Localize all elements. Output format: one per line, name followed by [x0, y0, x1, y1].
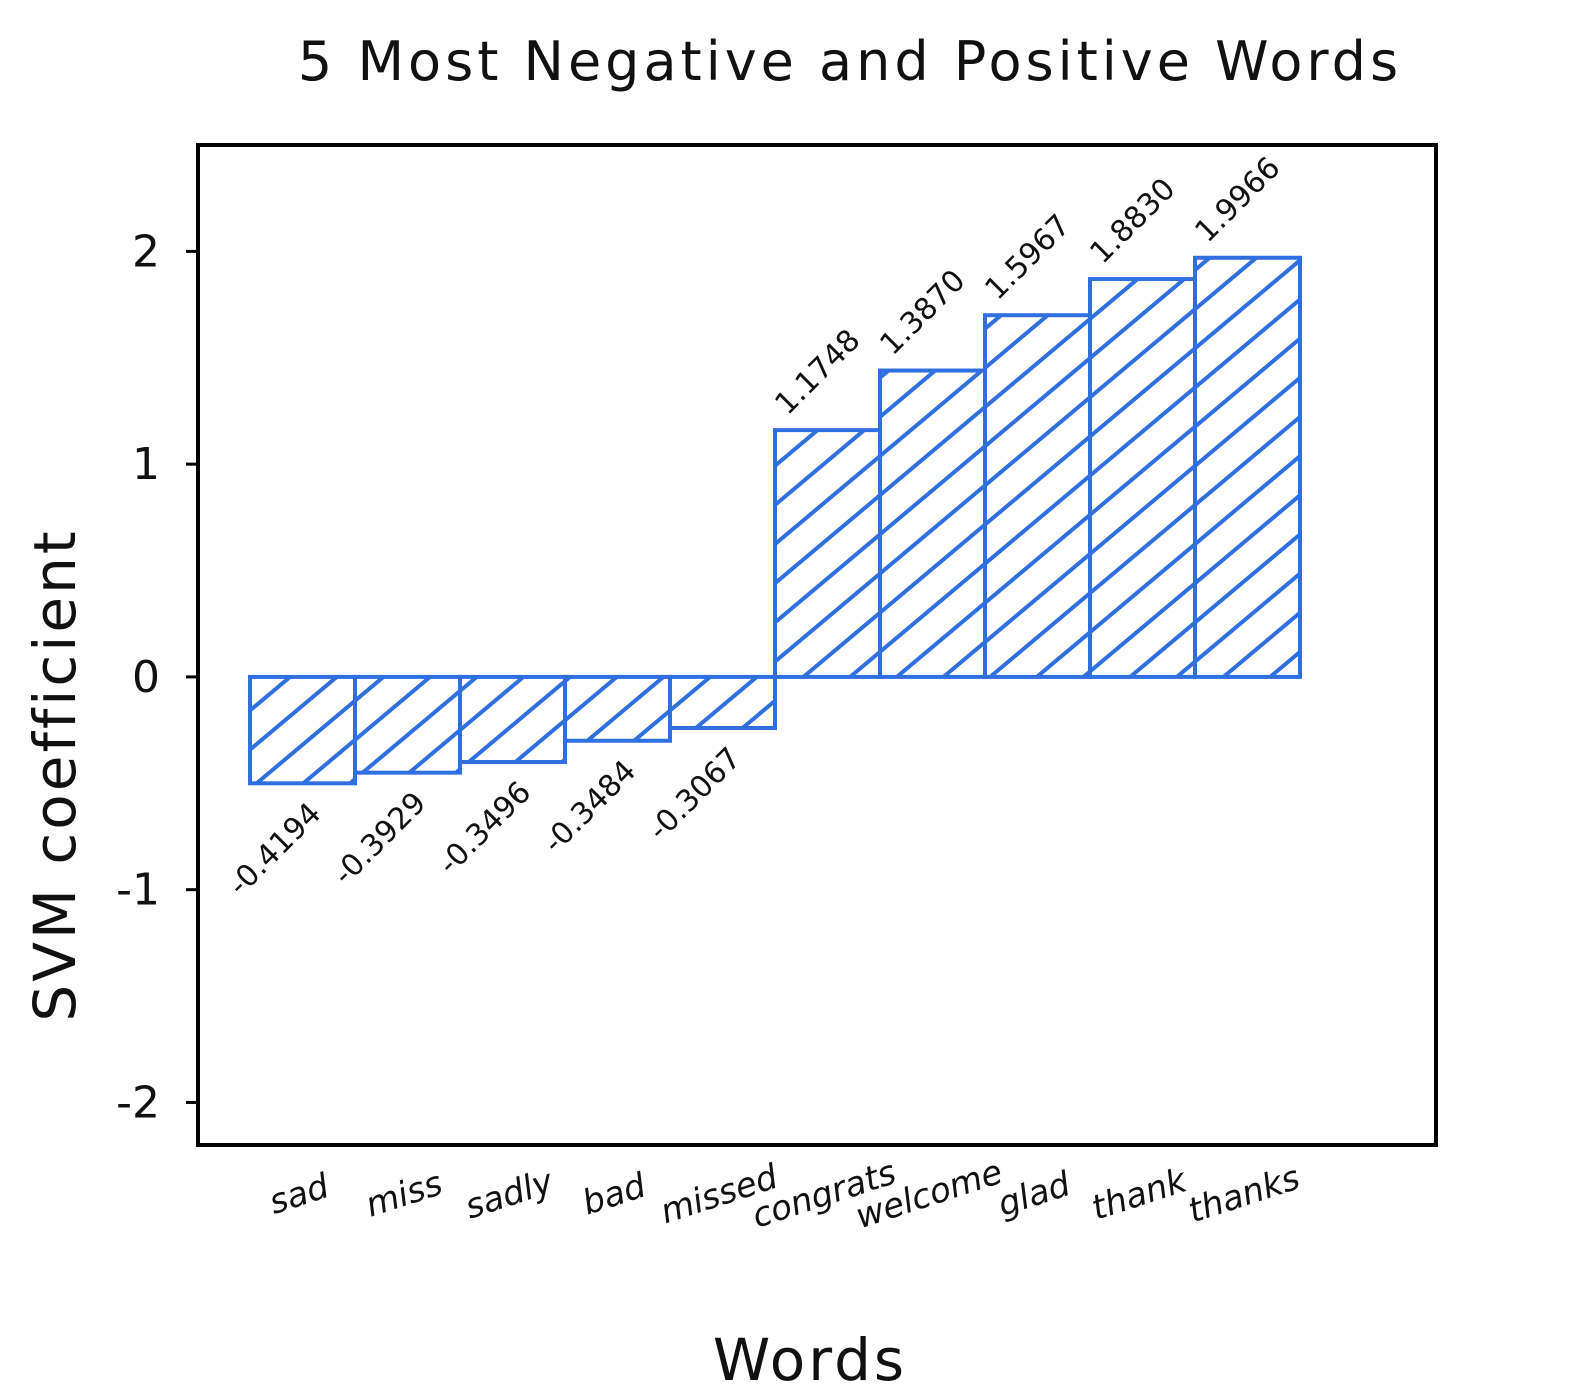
bars	[248, 255, 1302, 786]
value-label-thanks: 1.9966	[1188, 150, 1287, 249]
bar-glad	[983, 313, 1092, 679]
y-tick-label: 1	[132, 439, 160, 490]
value-label-congrats: 1.1748	[768, 323, 867, 422]
bar-miss	[353, 674, 462, 775]
value-label-glad: 1.5967	[978, 208, 1077, 307]
value-label-sadly: -0.3496	[432, 775, 539, 882]
value-label-sad: -0.4194	[222, 796, 329, 903]
y-ticks: -2 -1 0 1 2	[116, 226, 198, 1128]
value-label-missed: -0.3067	[642, 741, 749, 848]
value-label-thank: 1.8830	[1083, 172, 1182, 271]
y-tick-label: -1	[116, 865, 160, 916]
bar-thank	[1088, 277, 1197, 679]
x-tick-label-sadly: sadly	[460, 1161, 559, 1227]
bar-thanks	[1193, 255, 1302, 679]
x-tick-label-thanks: thanks	[1183, 1158, 1304, 1231]
x-tick-label-miss: miss	[361, 1163, 448, 1225]
value-label-miss: -0.3929	[327, 786, 434, 893]
bar-sadly	[458, 674, 567, 765]
value-label-bad: -0.3484	[537, 754, 644, 861]
y-axis-label: SVM coefficient	[21, 528, 89, 1021]
chart-title: 5 Most Negative and Positive Words	[298, 30, 1402, 93]
x-tick-label-bad: bad	[577, 1165, 651, 1223]
bar-welcome	[878, 368, 987, 679]
bar-missed	[668, 674, 777, 730]
x-axis-label: Words	[713, 1326, 907, 1394]
value-label-welcome: 1.3870	[873, 263, 972, 362]
bar-congrats	[773, 428, 882, 679]
x-tick-label-sad: sad	[264, 1166, 334, 1223]
y-tick-label: 0	[132, 652, 160, 703]
x-tick-label-thank: thank	[1087, 1160, 1193, 1228]
plot-frame	[196, 143, 1438, 1147]
bar-sad	[248, 674, 357, 786]
category-labels: sad miss sadly bad missedcongratswelcomeglad…	[264, 1152, 1304, 1237]
x-tick-label-glad: glad	[993, 1164, 1076, 1225]
bar-bad	[563, 674, 672, 743]
y-tick-label: -2	[116, 1077, 160, 1128]
y-tick-label: 2	[132, 226, 160, 277]
